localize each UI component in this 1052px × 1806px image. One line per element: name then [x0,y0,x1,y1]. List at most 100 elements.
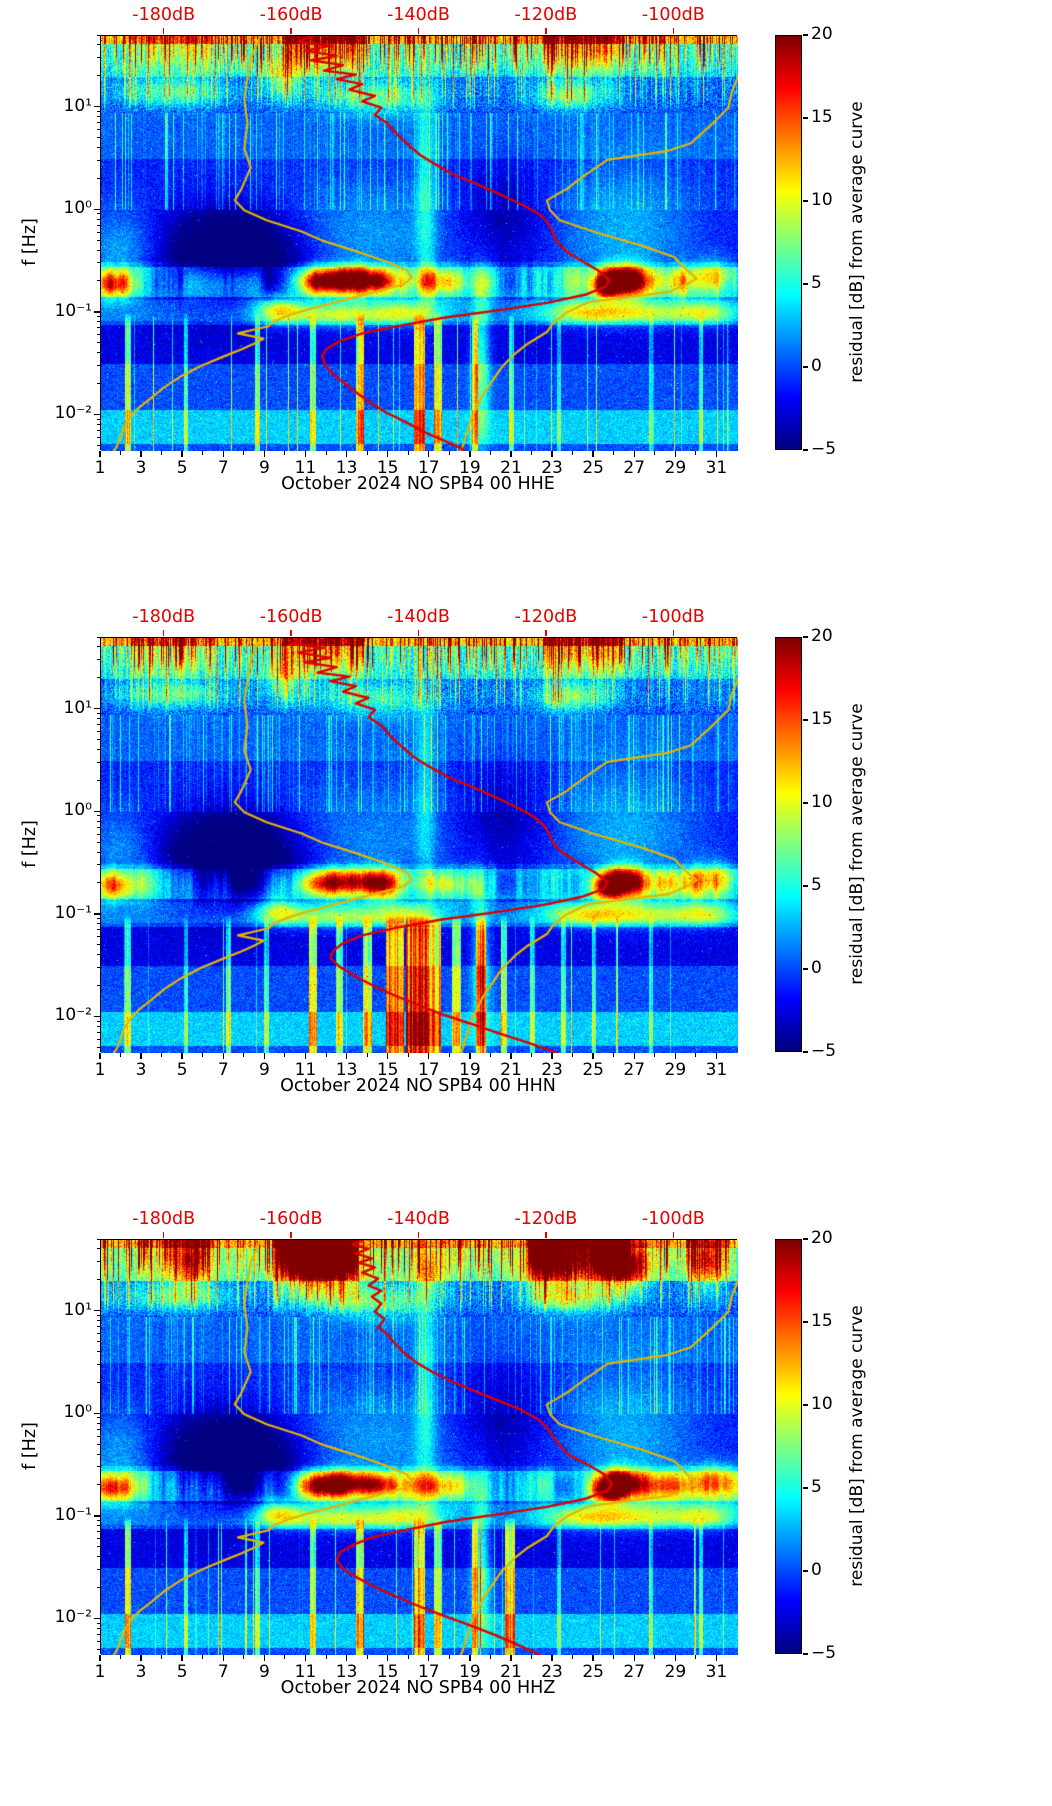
spectrogram-figure: f [Hz] October 2024 NO SPB4 00 HHZ resid… [0,1204,1052,1806]
x-tick-mark [633,1053,635,1059]
x-tick-label: 7 [217,1060,229,1080]
top-axis-label: -140dB [387,5,450,25]
x-tick-label: 19 [459,458,481,478]
colorbar-tick-label: 0 [811,1560,822,1580]
colorbar-tick-label: −5 [811,439,837,459]
colorbar-tick-mark [803,1653,808,1655]
x-tick-mark [715,1655,718,1661]
y-minor-tick [96,1248,100,1250]
x-minor-tick [654,1053,656,1057]
x-tick-label: 13 [335,458,358,478]
y-minor-tick [96,334,100,336]
top-axis-label: -140dB [387,1209,450,1229]
x-minor-tick [202,1655,204,1659]
y-tick-mark [94,208,100,210]
y-minor-tick [96,1453,100,1455]
x-tick-label: 23 [541,458,563,478]
x-minor-tick [325,1053,327,1057]
y-tick-label: 10⁻¹ [54,1504,92,1525]
x-tick-label: 9 [258,458,270,478]
y-minor-tick [96,34,100,36]
y-minor-tick [96,110,100,112]
top-tick-mark [672,1232,674,1238]
y-minor-tick [96,1031,100,1033]
colorbar-tick-label: 5 [811,1477,822,1497]
y-minor-tick [96,749,100,751]
top-tick-mark [290,630,292,636]
y-axis-label: f [Hz] [20,218,40,266]
x-minor-tick [489,451,491,455]
x-minor-tick [407,1053,409,1057]
x-minor-tick [120,1655,122,1659]
y-minor-tick [96,1422,100,1424]
colorbar-tick-label: 20 [811,626,833,646]
colorbar-tick-mark [803,200,808,202]
x-tick-label: 19 [459,1662,481,1682]
x-tick-label: 1 [94,1662,106,1682]
x-tick-label: 13 [335,1662,358,1682]
x-axis-title: October 2024 NO SPB4 00 HHZ [280,1678,556,1698]
y-minor-tick [96,1443,100,1445]
x-tick-label: 1 [94,458,106,478]
x-tick-mark [428,1053,430,1059]
x-tick-label: 21 [500,458,522,478]
y-minor-tick [96,1546,100,1548]
y-tick-label: 10⁻² [54,1607,92,1628]
x-axis-title: October 2024 NO SPB4 00 HHN [280,1076,556,1096]
y-minor-tick [96,364,100,366]
x-tick-mark [181,1053,183,1059]
x-tick-mark [263,451,266,457]
x-minor-tick [407,1655,409,1659]
x-minor-tick [572,1655,574,1659]
x-tick-mark [99,1053,101,1059]
colorbar-gradient [776,1240,801,1653]
y-minor-tick [96,730,100,732]
top-axis-label: -160dB [259,1209,323,1229]
y-tick-label: 10⁻² [54,1005,92,1026]
x-tick-label: 29 [664,1662,687,1682]
x-minor-tick [161,451,163,455]
y-minor-tick [96,739,100,741]
y-minor-tick [96,1326,100,1328]
x-tick-label: 17 [417,1662,440,1682]
x-tick-label: 17 [417,458,440,478]
y-minor-tick [96,1020,100,1022]
y-minor-tick [96,321,100,323]
y-minor-tick [96,444,100,446]
y-tick-label: 10¹ [63,1299,92,1320]
top-axis-label: -100dB [641,607,705,627]
x-minor-tick [325,451,327,455]
x-minor-tick [531,1053,533,1057]
y-minor-tick [96,1587,100,1589]
x-minor-tick [366,1053,368,1057]
x-tick-mark [345,451,348,457]
y-minor-tick [96,423,100,425]
y-minor-tick [96,966,100,968]
x-tick-label: 3 [135,1060,147,1080]
x-tick-label: 7 [217,458,229,478]
colorbar-tick-mark [803,1051,808,1053]
colorbar-tick-mark [803,449,808,451]
y-minor-tick [96,944,100,946]
x-tick-label: 21 [500,1662,522,1682]
y-minor-tick [96,1341,100,1343]
x-tick-label: 11 [294,1662,317,1682]
x-tick-mark [551,1053,553,1059]
colorbar-gradient [776,638,801,1051]
x-tick-label: 27 [623,458,646,478]
x-minor-tick [613,451,615,455]
top-axis-label: -180dB [132,5,196,25]
x-tick-mark [181,1655,183,1661]
y-minor-tick [96,1381,100,1383]
spectrogram-canvas [101,1240,738,1655]
y-minor-tick [96,224,100,226]
y-axis-label: f [Hz] [20,820,40,868]
x-tick-mark [551,1655,553,1661]
x-minor-tick [572,1053,574,1057]
x-minor-tick [489,1655,491,1659]
x-tick-mark [222,1053,224,1059]
x-tick-label: 11 [294,1060,317,1080]
y-minor-tick [96,1046,100,1048]
x-tick-label: 25 [582,1060,604,1080]
y-tick-mark [94,1617,100,1620]
